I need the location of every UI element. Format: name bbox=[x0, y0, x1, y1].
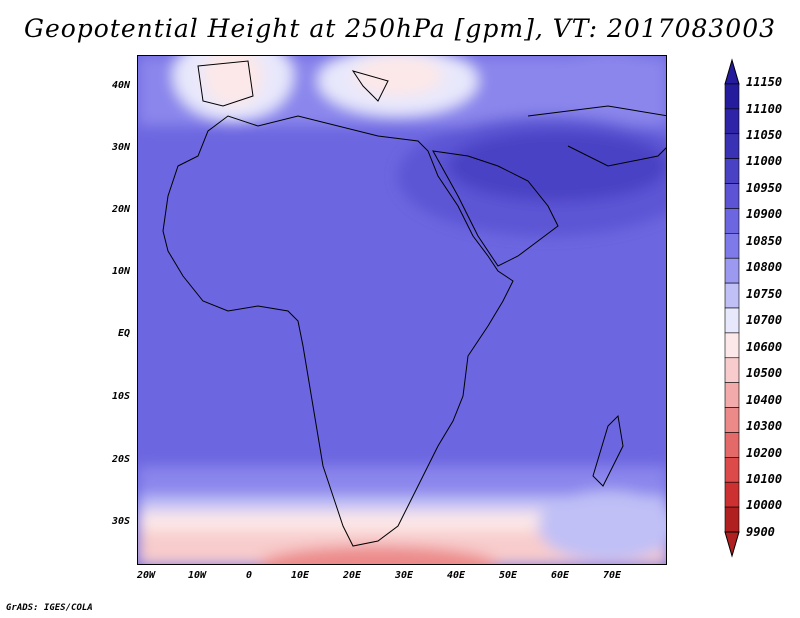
colorbar-swatch bbox=[724, 108, 740, 135]
lon-label-30e: 30E bbox=[394, 570, 414, 581]
colorbar-arrow-top bbox=[724, 58, 740, 85]
colorbar-label-10300: 10300 bbox=[746, 419, 783, 433]
lat-label-10n: 10N bbox=[111, 266, 130, 277]
colorbar-label-11000: 11000 bbox=[746, 154, 783, 168]
lat-label-20s: 20S bbox=[111, 454, 130, 465]
colorbar-swatch bbox=[724, 332, 740, 359]
lat-label-10s: 10S bbox=[111, 391, 130, 402]
colorbar-label-9900: 9900 bbox=[746, 525, 775, 539]
lat-label-30s: 30S bbox=[111, 516, 130, 527]
lon-label-0: 0 bbox=[245, 570, 253, 581]
geopotential-field bbox=[138, 56, 666, 564]
colorbar-swatch bbox=[724, 257, 740, 284]
lat-label-40n: 40N bbox=[111, 80, 130, 91]
colorbar-label-11050: 11050 bbox=[746, 128, 783, 142]
lat-label-20n: 20N bbox=[111, 204, 130, 215]
lat-label-30n: 30N bbox=[111, 142, 130, 153]
colorbar-swatch bbox=[724, 481, 740, 508]
colorbar-swatch bbox=[724, 282, 740, 309]
colorbar-swatch bbox=[724, 382, 740, 408]
colorbar-swatch bbox=[724, 457, 740, 483]
colorbar-label-10500: 10500 bbox=[746, 366, 783, 380]
colorbar-arrow-bottom bbox=[724, 531, 740, 558]
colorbar-label-10000: 10000 bbox=[746, 498, 783, 512]
colorbar-swatch bbox=[724, 158, 740, 184]
colorbar-label-11150: 11150 bbox=[746, 75, 783, 89]
map-panel bbox=[137, 55, 667, 565]
lon-label-40e: 40E bbox=[446, 570, 466, 581]
lon-label-20w: 20W bbox=[136, 570, 156, 581]
colorbar-label-10400: 10400 bbox=[746, 393, 783, 407]
colorbar-swatch bbox=[724, 432, 740, 458]
colorbar-swatch bbox=[724, 133, 740, 159]
colorbar-swatch bbox=[724, 506, 740, 533]
colorbar-label-10600: 10600 bbox=[746, 340, 783, 354]
colorbar-swatch bbox=[724, 183, 740, 209]
colorbar-label-10850: 10850 bbox=[746, 234, 783, 248]
colorbar-swatch bbox=[724, 307, 740, 334]
colorbar-label-10950: 10950 bbox=[746, 181, 783, 195]
lat-label-eq: EQ bbox=[117, 328, 130, 339]
colorbar-swatch bbox=[724, 208, 740, 234]
colorbar-label-10200: 10200 bbox=[746, 446, 783, 460]
colorbar-label-10800: 10800 bbox=[746, 260, 783, 274]
lon-label-70e: 70E bbox=[602, 570, 622, 581]
colorbar-label-11100: 11100 bbox=[746, 102, 783, 116]
colorbar bbox=[724, 58, 740, 558]
colorbar-swatch bbox=[724, 233, 740, 259]
lon-label-20e: 20E bbox=[342, 570, 362, 581]
lon-label-10w: 10W bbox=[187, 570, 207, 581]
credit-text: GrADS: IGES/COLA bbox=[6, 603, 93, 613]
colorbar-label-10100: 10100 bbox=[746, 472, 783, 486]
lon-label-50e: 50E bbox=[498, 570, 518, 581]
colorbar-label-10900: 10900 bbox=[746, 207, 783, 221]
colorbar-swatch bbox=[724, 357, 740, 383]
lon-label-60e: 60E bbox=[550, 570, 570, 581]
map-title: Geopotential Height at 250hPa [gpm], VT:… bbox=[23, 14, 777, 43]
colorbar-swatch bbox=[724, 407, 740, 433]
colorbar-label-10700: 10700 bbox=[746, 313, 783, 327]
colorbar-swatch bbox=[724, 83, 740, 110]
colorbar-label-10750: 10750 bbox=[746, 287, 783, 301]
lon-label-10e: 10E bbox=[290, 570, 310, 581]
